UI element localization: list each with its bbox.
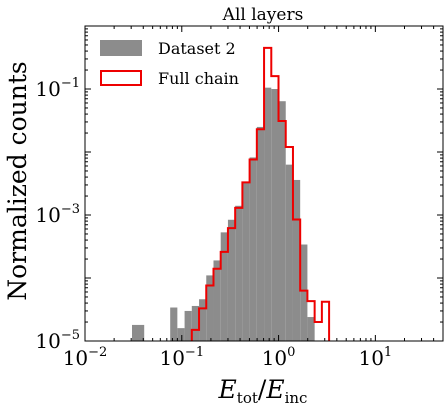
histogram-bar	[256, 126, 265, 341]
x-label-num-sub: tot	[237, 389, 258, 406]
histogram-bar	[307, 317, 315, 341]
x-label-den-var: E	[265, 375, 284, 404]
x-label-num-var: E	[218, 375, 237, 404]
y-tick-label: 10−3	[35, 202, 80, 227]
plot-area	[132, 46, 331, 342]
histogram-bar	[285, 164, 293, 341]
histogram-bar	[213, 260, 221, 341]
axes: 10−2 10−1 100 101 10−5 10−3 10−1	[35, 25, 444, 370]
y-tick-label: 10−5	[35, 328, 80, 353]
x-tick-label: 10−1	[159, 345, 204, 370]
chart-title: All layers	[222, 5, 304, 25]
legend-label: Full chain	[158, 69, 239, 88]
histogram-bar	[300, 244, 308, 341]
legend-swatch-filled	[100, 40, 142, 56]
legend-swatch-step	[100, 70, 142, 86]
histogram-bar	[227, 219, 236, 341]
histogram-bar	[132, 324, 145, 341]
histogram-bar	[264, 87, 272, 342]
histogram-bar	[184, 310, 192, 341]
histogram-bar	[271, 89, 279, 341]
histogram-bar	[170, 307, 178, 341]
histogram-bar	[242, 182, 250, 341]
histogram-bar	[235, 205, 243, 341]
x-axis-label: Etot/Einc	[218, 375, 308, 406]
x-tick-label: 101	[358, 345, 392, 370]
x-label-slash: /	[258, 375, 267, 404]
histogram-bar	[292, 179, 301, 341]
histogram-bar	[199, 299, 207, 341]
legend-label: Dataset 2	[158, 39, 236, 58]
histogram-bar	[249, 157, 257, 341]
histogram-bar	[278, 101, 286, 341]
x-tick-label: 10−2	[63, 345, 108, 370]
legend: Dataset 2 Full chain	[100, 39, 239, 88]
histogram-bar	[206, 275, 214, 341]
step-line	[190, 46, 331, 341]
histogram-bar	[177, 328, 185, 341]
histogram-bar	[220, 232, 228, 341]
y-tick-label: 10−1	[35, 76, 80, 101]
x-label-den-sub: inc	[285, 389, 308, 406]
x-tick-label: 100	[262, 345, 296, 370]
histogram-bar	[191, 305, 200, 341]
y-axis-label: Normalized counts	[3, 61, 32, 301]
